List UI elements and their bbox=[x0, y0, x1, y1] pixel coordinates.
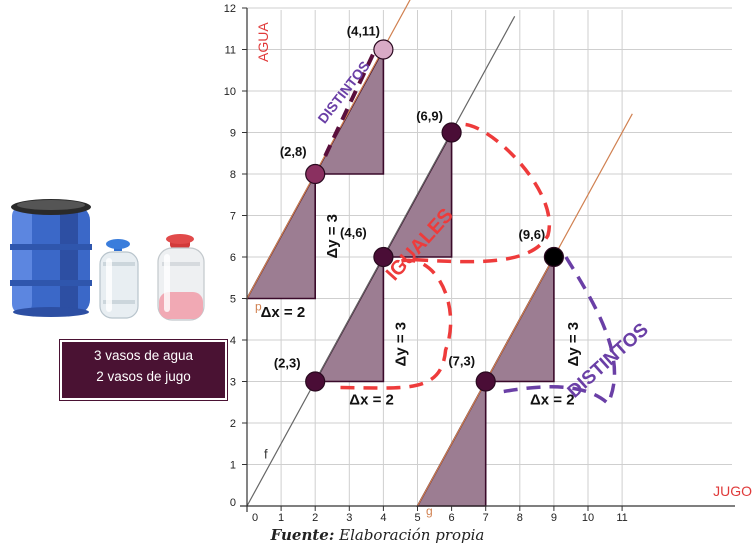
point-label: (4,6) bbox=[340, 225, 367, 240]
grid bbox=[246, 7, 732, 507]
x-tick-label: 1 bbox=[278, 512, 284, 524]
ratio-info-box: 3 vasos de agua 2 vasos de jugo bbox=[59, 339, 228, 401]
info-line-1: 3 vasos de agua bbox=[93, 348, 194, 363]
caption-prefix: Fuente: bbox=[270, 526, 335, 544]
x-tick-label: 8 bbox=[517, 512, 523, 524]
x-tick-label: 2 bbox=[312, 512, 318, 524]
point-marker bbox=[373, 246, 394, 268]
y-tick-label: 9 bbox=[230, 128, 236, 140]
juice-jar-icon bbox=[157, 234, 205, 321]
delta-y-label: Δy = 3 bbox=[324, 214, 341, 259]
y-axis-label: AGUA bbox=[255, 22, 271, 62]
x-tick-label: 4 bbox=[380, 512, 386, 524]
x-axis-label: JUGO bbox=[713, 483, 752, 499]
point-label: (2,3) bbox=[274, 356, 301, 371]
delta-x-label: Δx = 2 bbox=[261, 304, 306, 321]
point-label: (6,9) bbox=[416, 109, 443, 124]
clear-jar-icon bbox=[99, 239, 139, 319]
y-tick-label: 11 bbox=[225, 45, 236, 57]
dashed-loop-upper bbox=[403, 122, 552, 264]
y-tick-label: 4 bbox=[230, 335, 236, 347]
x-tick-label: 9 bbox=[551, 512, 557, 524]
delta-x-label: Δx = 2 bbox=[349, 391, 394, 408]
y-tick-label: 6 bbox=[230, 252, 236, 264]
x-tick-label: 11 bbox=[616, 512, 627, 524]
x-tick-label: 7 bbox=[483, 512, 489, 524]
caption-text: Elaboración propia bbox=[334, 526, 485, 544]
line-label-f: f bbox=[264, 446, 268, 461]
line-g bbox=[416, 113, 633, 507]
x-tick-label: 5 bbox=[414, 512, 420, 524]
figure-caption: Fuente: Elaboración propia bbox=[0, 526, 755, 544]
point-label: (2,8) bbox=[280, 144, 307, 159]
y-tick-label: 7 bbox=[230, 211, 236, 223]
point-marker bbox=[373, 39, 394, 60]
y-tick-label: 0 bbox=[230, 497, 236, 509]
y-tick-label: 12 bbox=[224, 3, 236, 15]
containers-illustration bbox=[10, 199, 205, 321]
point-marker bbox=[305, 163, 326, 185]
y-tick-label: 3 bbox=[230, 377, 236, 389]
x-tick-label: 10 bbox=[582, 512, 594, 524]
point-marker bbox=[475, 371, 496, 392]
delta-y-label: Δy = 3 bbox=[565, 322, 582, 367]
x-tick-label: 3 bbox=[346, 512, 352, 524]
point-marker bbox=[305, 371, 326, 392]
delta-y-label: Δy = 3 bbox=[392, 322, 409, 367]
point-label: (4,11) bbox=[347, 24, 380, 39]
line-label-g: g bbox=[426, 504, 433, 518]
x-tick-label: 6 bbox=[449, 512, 455, 524]
x-tick-label: 0 bbox=[252, 512, 258, 524]
delta-x-label: Δx = 2 bbox=[530, 391, 575, 408]
y-tick-label: 2 bbox=[230, 418, 236, 430]
y-tick-label: 5 bbox=[230, 294, 236, 306]
dashed-loop-right bbox=[503, 256, 617, 407]
point-marker bbox=[543, 246, 565, 268]
point-label: (7,3) bbox=[448, 354, 475, 369]
y-tick-label: 1 bbox=[230, 460, 236, 472]
points bbox=[305, 39, 565, 392]
y-tick-label: 8 bbox=[230, 169, 236, 181]
info-line-2: 2 vasos de jugo bbox=[96, 369, 191, 384]
point-label: (9,6) bbox=[519, 227, 546, 242]
blue-drum-icon bbox=[10, 199, 92, 317]
dashed-arcs bbox=[323, 52, 617, 407]
point-marker bbox=[441, 122, 462, 143]
line-label-p: p bbox=[255, 300, 262, 314]
y-tick-label: 10 bbox=[224, 86, 236, 98]
dashed-loop-lower bbox=[333, 258, 453, 390]
